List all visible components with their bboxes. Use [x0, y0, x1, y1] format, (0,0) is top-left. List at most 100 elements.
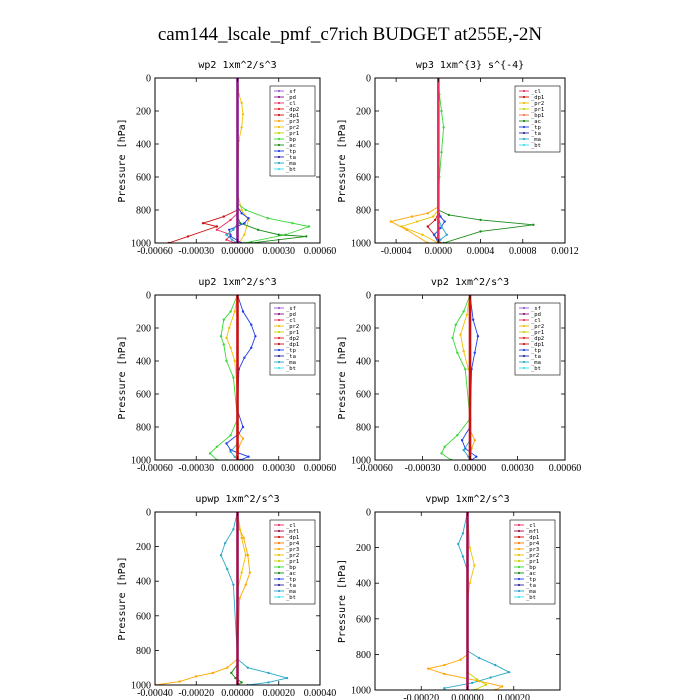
y-tick-label: 400 — [136, 577, 151, 588]
series-point-tp — [254, 335, 257, 338]
legend-entry: _ma — [531, 137, 541, 143]
legend-box — [269, 85, 316, 177]
series-point-ac — [277, 233, 280, 236]
series-line-ma — [220, 512, 288, 685]
series-point-pr2 — [225, 336, 228, 340]
legend-marker-ma — [277, 589, 281, 593]
y-tick-label: 1000 — [131, 681, 151, 692]
panel-title: wp2 1xm^2/s^3 — [198, 60, 276, 71]
y-tick-label: 800 — [136, 646, 151, 657]
x-tick-label: 0.00000 — [221, 688, 254, 699]
series-point-dp1 — [222, 215, 225, 218]
series-line-pr2 — [226, 295, 238, 395]
x-tick-label: 0.00020 — [498, 693, 531, 700]
legend-marker-pr2 — [522, 101, 526, 105]
series-point-ma — [232, 583, 235, 586]
series-point-bp — [464, 368, 467, 371]
series-line-ma — [443, 512, 511, 690]
series-point-bp — [451, 336, 454, 340]
legend-marker-tp — [277, 577, 281, 581]
series-point-ma — [233, 455, 236, 458]
legend-marker-pr2 — [517, 553, 521, 557]
chart-panel-4: upwp 1xm^2/s^3 Pressure [hPa] -0.00040 -0.0… — [117, 494, 336, 699]
legend-marker-tp — [277, 348, 281, 352]
legend-entry: _pr4 — [526, 541, 540, 547]
series-point-tp — [247, 217, 250, 220]
series-group — [440, 295, 480, 460]
legend-marker-pr1 — [277, 131, 281, 135]
legend: _cl_dp1_pr2_pr1_bp1_ac_tp_ta_ma_bt — [514, 85, 561, 153]
legend-marker-bt — [277, 366, 281, 370]
legend-marker-ac — [517, 571, 521, 575]
x-tick-label: -0.0004 — [381, 246, 412, 257]
legend-entry: _tp — [531, 348, 541, 354]
legend-entry: _tp — [286, 348, 296, 354]
series-point-pr2 — [240, 101, 243, 104]
series-point-pr2 — [473, 564, 476, 567]
x-tick-label: 0.00060 — [304, 246, 337, 257]
series-point-bp — [440, 151, 443, 154]
legend-marker-pr1 — [277, 330, 281, 334]
legend-marker-dp2 — [277, 336, 281, 340]
series-point-bp — [266, 217, 269, 220]
series-point-pr3 — [473, 439, 476, 442]
legend-entry: _ta — [531, 131, 541, 137]
legend-marker-ma — [517, 589, 521, 593]
series-point-pr3 — [195, 675, 198, 678]
legend-box — [269, 519, 316, 605]
legend-marker-bp — [517, 565, 521, 569]
legend-entry: _pd — [531, 312, 541, 318]
legend-entry: _cl — [531, 89, 541, 95]
series-point-pr1 — [475, 678, 478, 681]
series-point-bp — [244, 208, 247, 212]
y-tick-label: 600 — [356, 390, 371, 401]
series-point-bp — [440, 452, 443, 455]
series-point-ma — [494, 663, 497, 667]
series-point-dp1 — [186, 235, 190, 238]
series-point-bp — [222, 343, 225, 346]
x-tick-label: 0.0004 — [467, 246, 495, 257]
legend-entry: _pr1 — [286, 330, 299, 336]
legend-marker-mfl — [517, 529, 521, 533]
series-point-tp — [247, 455, 250, 458]
legend-marker-ac — [277, 143, 281, 147]
series-point-pr2 — [240, 571, 243, 574]
series-point-ma — [219, 554, 223, 557]
series-point-dp1 — [433, 218, 437, 222]
legend-entry: _ac — [286, 571, 296, 577]
y-tick-label: 1000 — [131, 456, 151, 467]
series-point-pr3 — [238, 597, 241, 600]
series-point-tp — [476, 335, 480, 338]
series-point-bp — [456, 434, 459, 437]
legend-entry: _pr1 — [531, 330, 544, 336]
series-point-tp — [250, 346, 253, 349]
legend-marker-bt — [522, 143, 526, 147]
series-point-tp — [443, 220, 446, 223]
series-point-pr2 — [465, 313, 469, 316]
legend-entry: _sf — [531, 306, 541, 312]
series-point-pr3 — [443, 663, 446, 667]
series-point-ma — [461, 532, 465, 535]
series-point-pr2 — [243, 233, 246, 236]
series-point-ma — [229, 450, 232, 453]
x-tick-label: 0.00040 — [304, 688, 337, 699]
series-point-dp1 — [201, 222, 205, 225]
series-point-pr3 — [500, 685, 504, 688]
series-point-tp — [243, 356, 246, 359]
x-tick-label: 0.00000 — [221, 246, 254, 257]
legend-marker-pd — [277, 312, 281, 316]
series-point-bp — [215, 445, 219, 448]
legend-marker-bt — [277, 167, 281, 171]
legend-entry: _pd — [286, 312, 296, 318]
series-point-pr1 — [484, 683, 488, 686]
y-tick-label: 1000 — [351, 239, 371, 250]
y-tick-label: 800 — [356, 206, 371, 217]
series-line-bp — [209, 295, 238, 460]
series-point-dp1 — [426, 225, 429, 228]
y-tick-label: 0 — [146, 74, 151, 85]
y-tick-label: 800 — [136, 206, 151, 217]
series-point-pr2 — [229, 346, 232, 349]
y-tick-label: 200 — [136, 542, 151, 553]
legend-entry: _ma — [286, 161, 296, 167]
